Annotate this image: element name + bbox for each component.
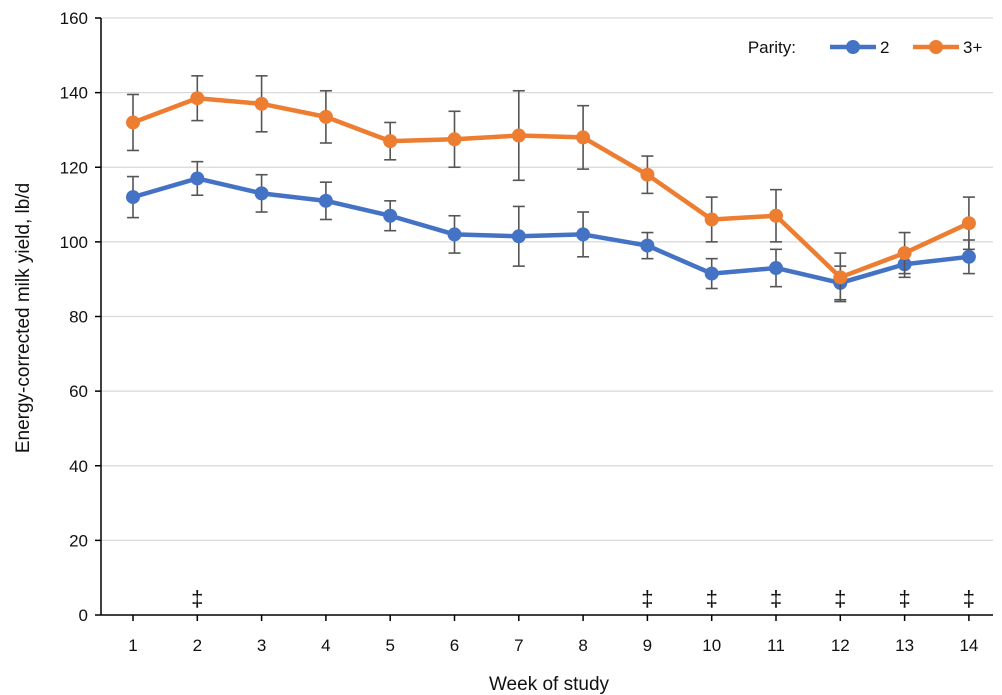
data-point: [640, 238, 655, 253]
x-tick-label: 10: [702, 636, 721, 655]
y-tick-label: 80: [69, 308, 88, 327]
y-tick-label: 40: [69, 457, 88, 476]
series-parity-3plus: [126, 75, 976, 303]
data-point: [254, 96, 269, 111]
x-axis-title: Week of study: [489, 674, 610, 695]
legend-marker: [929, 40, 943, 54]
y-tick-label: 60: [69, 382, 88, 401]
y-tick-label: 160: [60, 9, 88, 28]
data-point: [190, 171, 205, 186]
data-point: [576, 227, 591, 242]
y-tick-label: 140: [60, 84, 88, 103]
x-tick-label: 11: [767, 636, 785, 655]
x-tick-label: 2: [193, 636, 202, 655]
data-point: [447, 132, 462, 147]
significance-marker: ‡: [898, 586, 910, 611]
legend-marker: [846, 40, 860, 54]
data-point: [704, 212, 719, 227]
series-parity-2: [126, 160, 976, 301]
x-tick-label: 13: [895, 636, 914, 655]
series-line: [132, 176, 970, 286]
x-tick-label: 14: [959, 636, 978, 655]
data-point: [383, 208, 398, 223]
significance-marker: ‡: [834, 586, 846, 611]
data-point: [704, 266, 719, 281]
data-point: [576, 130, 591, 145]
data-point: [961, 249, 976, 264]
data-point: [511, 229, 526, 244]
legend-items: 2 3+: [830, 38, 982, 57]
data-point: [190, 91, 205, 106]
y-tick-labels: 0 20 40 60 80 100 120 140 160: [60, 9, 88, 625]
data-point: [126, 115, 140, 130]
data-point: [833, 270, 848, 285]
data-point: [447, 227, 462, 242]
significance-marker: ‡: [770, 586, 782, 611]
data-point: [511, 128, 526, 143]
x-tick-labels: 1 2 3 4 5 6 7 8 9 10 11 12 13 14: [128, 636, 978, 655]
data-point: [640, 167, 655, 182]
x-tick-label: 5: [385, 636, 394, 655]
significance-markers: ‡ ‡ ‡ ‡ ‡ ‡ ‡: [191, 586, 975, 611]
data-point: [318, 109, 333, 124]
significance-marker: ‡: [963, 586, 975, 611]
axes: [95, 17, 993, 621]
series-lines: [126, 75, 976, 303]
data-point: [126, 190, 140, 205]
y-axis-title: Energy-corrected milk yield, lb/d: [13, 183, 34, 453]
y-tick-label: 20: [69, 531, 88, 550]
x-tick-label: 6: [450, 636, 459, 655]
data-point: [769, 260, 783, 275]
x-tick-label: 12: [831, 636, 850, 655]
legend-label: 2: [880, 38, 889, 57]
data-point: [769, 208, 783, 223]
series-line: [132, 95, 970, 280]
legend: Parity: 2 3+: [748, 38, 983, 57]
x-tick-label: 3: [257, 636, 266, 655]
legend-label: 3+: [963, 38, 982, 57]
legend-item: 3+: [913, 38, 982, 57]
data-point: [961, 216, 976, 231]
gridlines: [101, 17, 993, 541]
x-tick-label: 9: [643, 636, 652, 655]
y-tick-label: 120: [60, 158, 88, 177]
y-tick-label: 100: [60, 233, 88, 252]
data-point: [318, 193, 333, 208]
x-tick-label: 7: [514, 636, 523, 655]
x-tick-label: 4: [321, 636, 330, 655]
legend-title: Parity:: [748, 38, 796, 57]
significance-marker: ‡: [641, 586, 653, 611]
legend-item: 2: [830, 38, 889, 57]
data-point: [383, 134, 398, 149]
x-tick-label: 8: [578, 636, 587, 655]
x-tick-label: 1: [128, 636, 137, 655]
significance-marker: ‡: [191, 586, 203, 611]
y-tick-label: 0: [79, 606, 88, 625]
data-point: [254, 186, 269, 201]
significance-marker: ‡: [706, 586, 718, 611]
data-point: [897, 246, 912, 261]
